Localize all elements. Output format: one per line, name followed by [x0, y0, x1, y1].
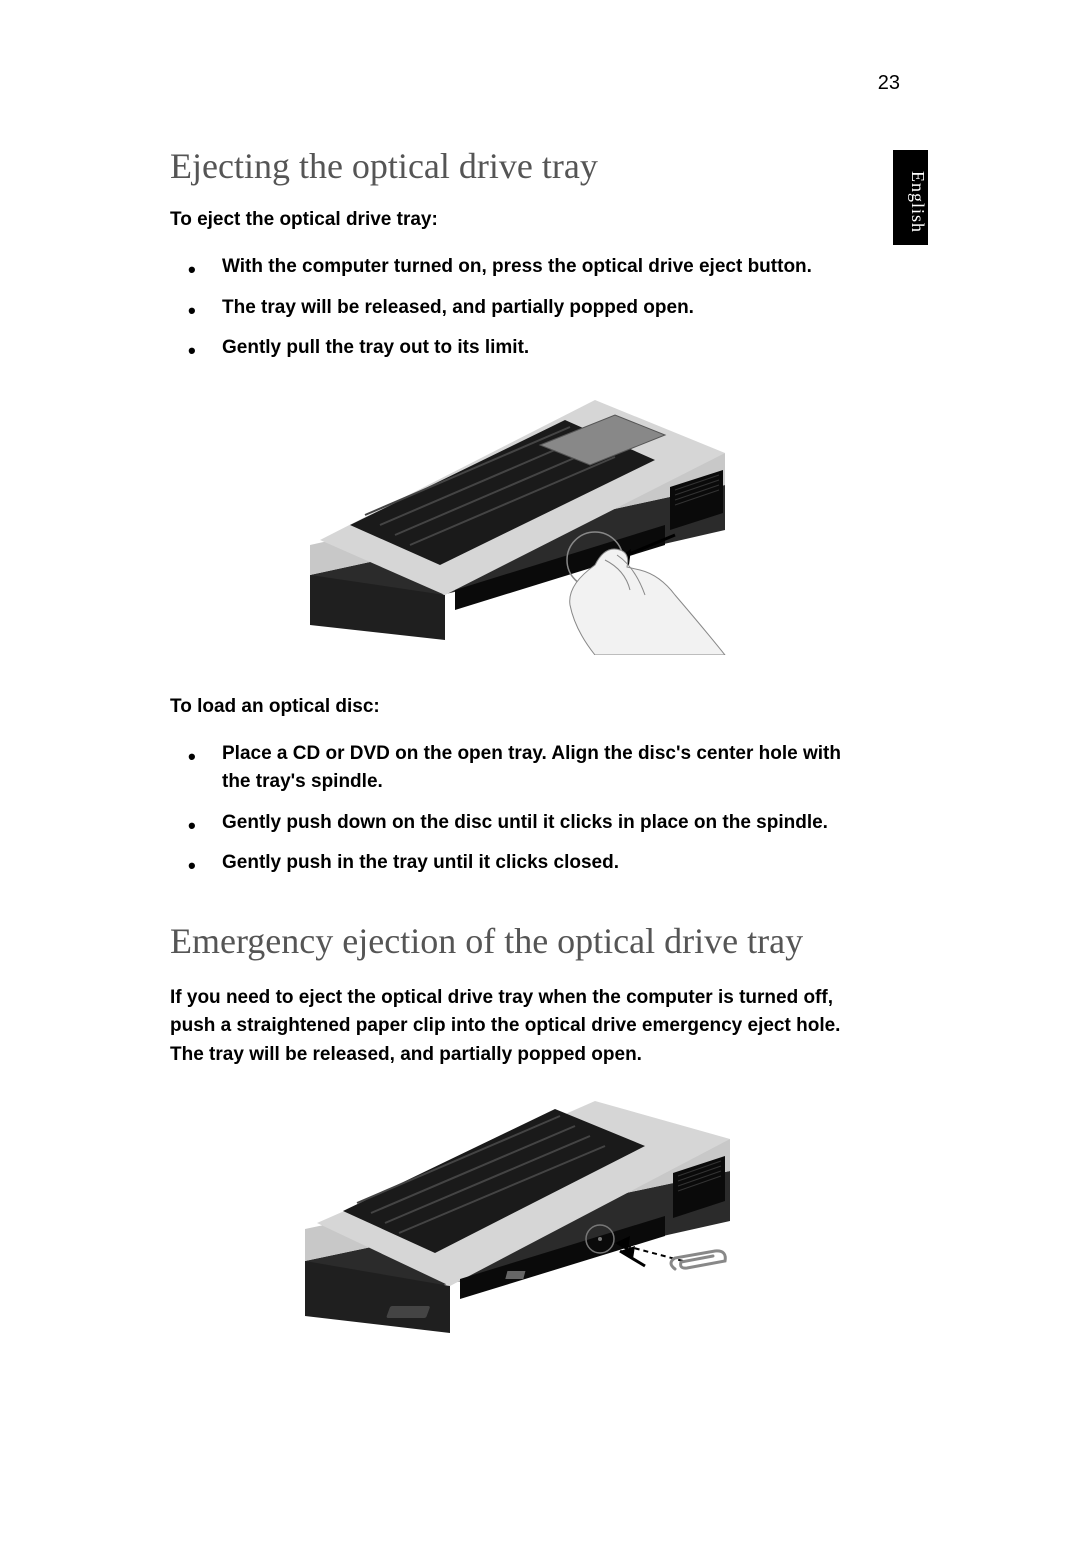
steps-load: Place a CD or DVD on the open tray. Alig…: [170, 740, 870, 878]
list-item: With the computer turned on, press the o…: [170, 253, 870, 282]
intro-eject: To eject the optical drive tray:: [170, 209, 870, 231]
steps-eject: With the computer turned on, press the o…: [170, 253, 870, 363]
list-item: Gently pull the tray out to its limit.: [170, 334, 870, 363]
list-item: The tray will be released, and partially…: [170, 294, 870, 323]
heading-eject: Ejecting the optical drive tray: [170, 145, 870, 187]
list-item: Place a CD or DVD on the open tray. Alig…: [170, 740, 870, 797]
list-item: Gently push in the tray until it clicks …: [170, 849, 870, 878]
figure-emergency-eject: [170, 1101, 870, 1346]
intro-load: To load an optical disc:: [170, 696, 870, 718]
list-item: Gently push down on the disc until it cl…: [170, 809, 870, 838]
language-tab: English: [893, 150, 928, 245]
page-content: Ejecting the optical drive tray To eject…: [170, 145, 870, 1382]
heading-emergency: Emergency ejection of the optical drive …: [170, 920, 870, 962]
page-number: 23: [878, 72, 900, 95]
figure-eject-button: [170, 395, 870, 660]
paragraph-emergency: If you need to eject the optical drive t…: [170, 984, 870, 1070]
